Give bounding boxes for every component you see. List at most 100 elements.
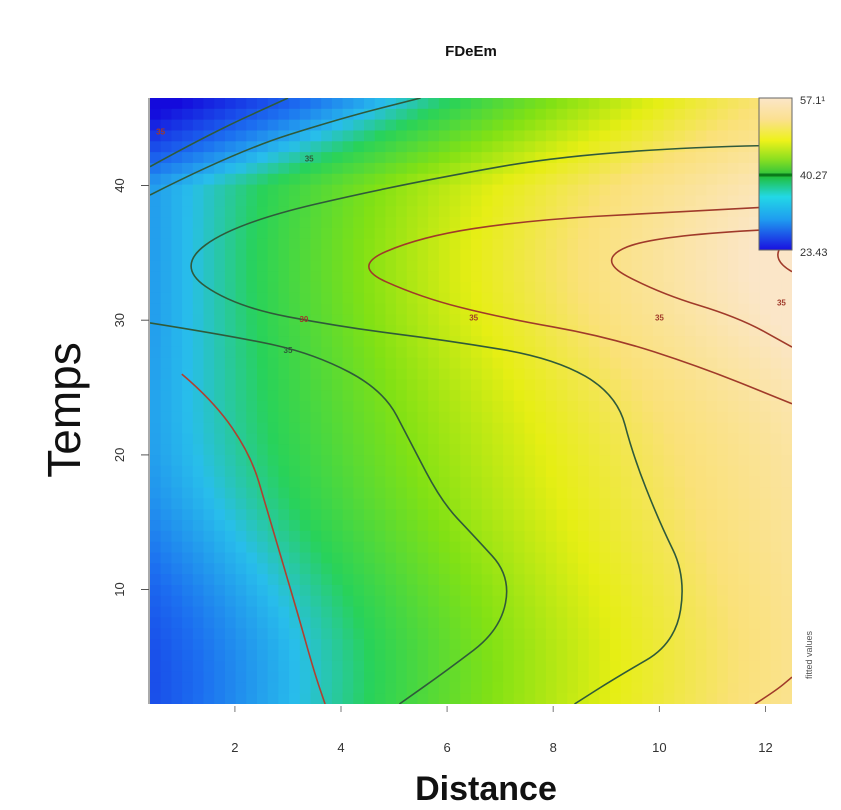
heatmap-cell: [331, 238, 344, 251]
heatmap-cell: [759, 455, 772, 467]
heatmap-cell: [556, 195, 568, 207]
heatmap-cell: [321, 379, 333, 391]
heatmap-cell: [353, 346, 365, 359]
heatmap-cell: [160, 541, 172, 554]
contour-line-45: [368, 204, 792, 405]
heatmap-cell: [503, 195, 515, 207]
heatmap-cell: [289, 325, 301, 337]
heatmap-cell: [578, 336, 590, 348]
heatmap-cell: [492, 606, 504, 619]
heatmap-cell: [578, 357, 590, 370]
heatmap-cell: [503, 639, 515, 651]
heatmap-cell: [428, 314, 440, 326]
heatmap-cell: [524, 130, 536, 142]
heatmap-cell: [695, 455, 707, 467]
heatmap-cell: [685, 292, 697, 305]
heatmap-cell: [428, 249, 440, 261]
heatmap-cell: [182, 249, 194, 261]
heatmap-cell: [471, 595, 483, 608]
heatmap-cell: [588, 682, 600, 694]
heatmap-cell: [727, 401, 740, 413]
heatmap-cell: [663, 595, 675, 608]
heatmap-cell: [160, 682, 172, 694]
heatmap-cell: [182, 433, 194, 445]
heatmap-cell: [353, 195, 365, 207]
heatmap-cell: [449, 574, 461, 586]
heatmap-cell: [738, 325, 750, 337]
heatmap-cell: [610, 433, 622, 445]
heatmap-cell: [267, 455, 279, 467]
heatmap-cell: [513, 98, 526, 110]
heatmap-cell: [503, 595, 515, 608]
heatmap-cell: [321, 606, 333, 619]
heatmap-cell: [749, 574, 761, 586]
heatmap-cell: [727, 476, 740, 489]
heatmap-cell: [481, 336, 493, 348]
heatmap-cell: [203, 119, 215, 132]
heatmap-cell: [781, 411, 792, 424]
heatmap-cell: [374, 281, 386, 294]
heatmap-cell: [438, 98, 451, 110]
heatmap-cell: [460, 682, 472, 694]
heatmap-cell: [631, 108, 643, 121]
heatmap-cell: [438, 141, 451, 153]
heatmap-cell: [160, 271, 172, 283]
heatmap-cell: [385, 152, 397, 164]
heatmap-cell: [535, 119, 547, 132]
heatmap-cell: [620, 574, 633, 586]
heatmap-cell: [706, 628, 718, 640]
heatmap-cell: [781, 465, 792, 478]
heatmap-cell: [567, 509, 579, 521]
heatmap-cell: [182, 476, 194, 489]
heatmap-cell: [620, 476, 633, 489]
heatmap-cell: [535, 660, 547, 673]
heatmap-cell: [663, 520, 675, 532]
heatmap-cell: [492, 574, 504, 586]
heatmap-cell: [299, 628, 312, 640]
heatmap-cell: [417, 584, 429, 597]
heatmap-cell: [289, 487, 301, 499]
heatmap-cell: [224, 281, 237, 294]
heatmap-cell: [299, 617, 312, 629]
heatmap-cell: [524, 530, 536, 543]
heatmap-cell: [364, 509, 376, 521]
heatmap-cell: [460, 487, 472, 499]
heatmap-cell: [267, 292, 279, 305]
heatmap-cell: [631, 141, 643, 153]
heatmap-cell: [738, 639, 750, 651]
heatmap-cell: [353, 227, 365, 240]
heatmap-cell: [717, 411, 729, 424]
heatmap-cell: [364, 98, 376, 110]
heatmap-cell: [150, 217, 162, 229]
heatmap-cell: [374, 584, 386, 597]
heatmap-cell: [246, 141, 258, 153]
heatmap-cell: [203, 433, 215, 445]
heatmap-cell: [299, 238, 312, 251]
heatmap-cell: [471, 184, 483, 196]
heatmap-cell: [257, 260, 269, 272]
heatmap-cell: [717, 584, 729, 597]
heatmap-cell: [535, 217, 547, 229]
heatmap-cell: [535, 682, 547, 694]
heatmap-cell: [396, 346, 408, 359]
heatmap-cell: [278, 465, 290, 478]
heatmap-cell: [471, 271, 483, 283]
heatmap-cell: [150, 617, 162, 629]
heatmap-cell: [706, 455, 718, 467]
heatmap-cell: [492, 281, 504, 294]
heatmap-cell: [321, 465, 333, 478]
heatmap-cell: [588, 227, 600, 240]
heatmap-cell: [385, 195, 397, 207]
heatmap-cell: [192, 162, 205, 175]
heatmap-cell: [545, 649, 558, 662]
heatmap-cell: [610, 195, 622, 207]
heatmap-cell: [535, 628, 547, 640]
heatmap-cell: [471, 563, 483, 575]
heatmap-cell: [214, 357, 226, 370]
heatmap-cell: [685, 152, 697, 164]
heatmap-cell: [385, 184, 397, 196]
heatmap-cell: [620, 411, 633, 424]
heatmap-cell: [396, 628, 408, 640]
heatmap-cell: [182, 520, 194, 532]
